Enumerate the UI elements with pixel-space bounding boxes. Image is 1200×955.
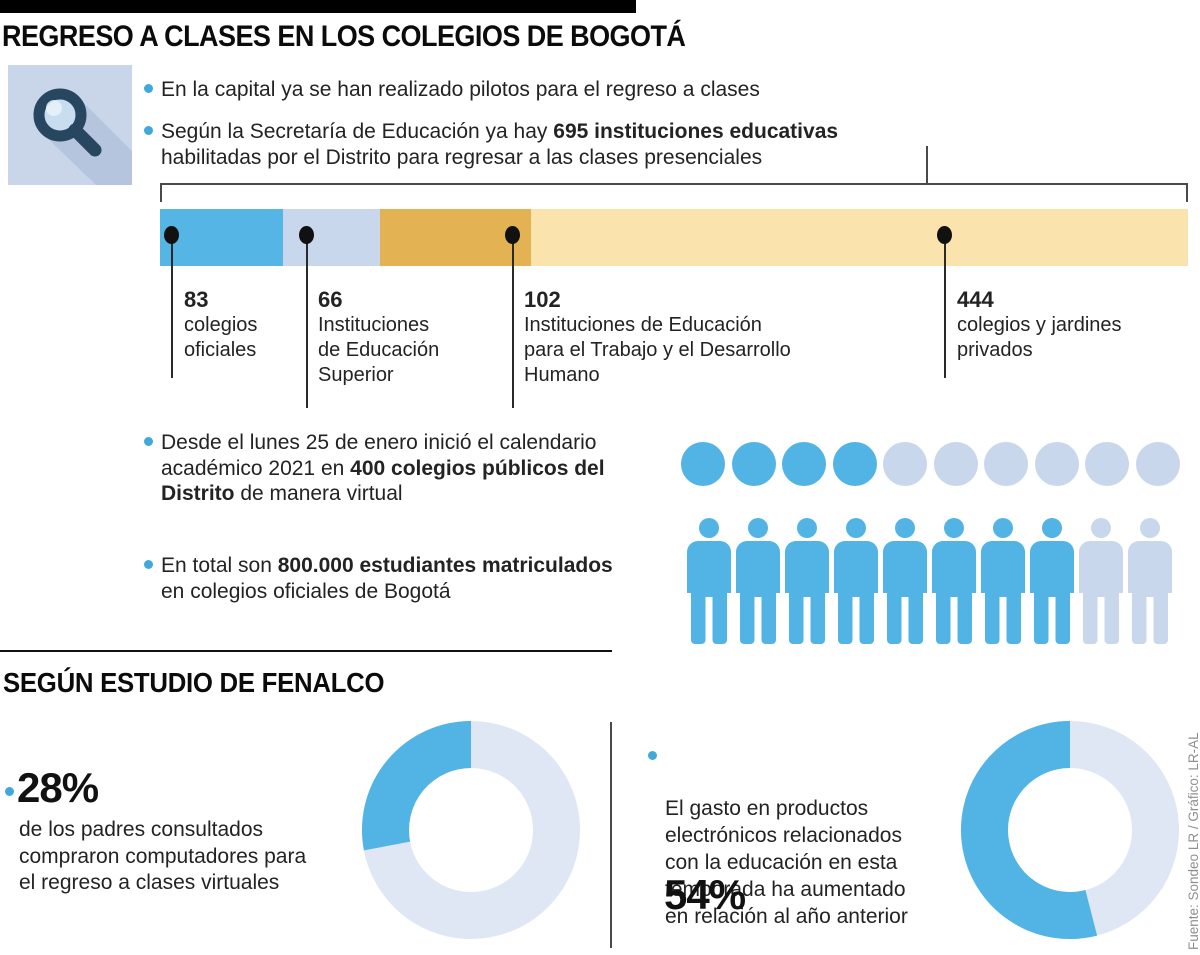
circle-unit [832,442,877,486]
donut-chart-28 [360,719,582,941]
section-divider-line [0,650,612,652]
section-heading: SEGÚN ESTUDIO DE FENALCO [3,667,385,698]
bullet-dot [144,560,153,569]
person-unit [687,518,731,644]
column-divider [610,722,612,948]
bullet-text: en colegios oficiales de Bogotá [161,579,451,603]
segment-label-trabajo: 102 Instituciones de Educación para el T… [524,287,791,388]
person-unit [883,518,927,644]
bullet-estudiantes: En total son 800.000 estudiantes matricu… [144,553,706,604]
bullet-text: habilitadas por el Distrito para regresa… [161,145,763,169]
bracket-tick-left [160,183,162,202]
bullet-text: de manera virtual [234,482,403,505]
data-point-dot [937,226,952,244]
stat-54-caption: El gasto en productos electrónicos relac… [648,741,908,930]
circle-unit [681,442,725,486]
segment-value: 102 [524,287,561,312]
bar-segment [531,209,1188,266]
circle-unit [782,442,826,486]
bullet-dot [144,84,153,93]
data-point-dot [299,226,314,244]
circle-unit [933,442,978,486]
bullet-text: académico 2021 en [161,456,351,480]
segment-label-oficiales: 83 colegios oficiales [184,287,257,363]
bullet-instituciones: Según la Secretaría de Educación ya hay … [144,119,961,170]
bullet-text-bold: 800.000 estudiantes matriculados [277,554,613,577]
bullet-calendario: Desde el lunes 25 de enero inició el cal… [144,430,691,507]
segment-value: 444 [957,287,994,312]
bullet-dot [144,126,153,135]
bullet-text: El gasto en productos electrónicos relac… [665,797,908,928]
segment-name: Instituciones de Educación para el Traba… [524,314,791,386]
bullet-text: Desde el lunes 25 de enero inició el cal… [161,431,597,454]
segment-value: 66 [318,287,343,312]
bullet-dot [5,787,14,796]
bracket-line [160,183,1188,185]
segment-label-superior: 66 Instituciones de Educación Superior [318,287,439,388]
bullet-text: académico 2021 en 400 colegios públicos … [161,456,691,482]
bullet-dot [648,751,657,760]
circle-unit [984,442,1028,486]
bullet-text: En total son [161,554,278,577]
bracket-tick-right [1186,183,1188,202]
bar-segment [160,209,283,266]
magnifier-icon [8,65,132,185]
person-unit [981,518,1025,644]
bullet-dot [144,437,153,446]
leader-line [164,226,179,378]
circle-unit [1135,442,1180,486]
data-point-dot [505,226,520,244]
person-unit [1079,518,1123,644]
leader-line [937,226,952,378]
segment-label-privados: 444 colegios y jardines privados [957,287,1122,363]
circle-unit [883,442,927,486]
segment-name: colegios oficiales [184,314,258,361]
donut-chart-54 [959,719,1181,941]
circles-row [681,442,1180,486]
bullet-text: Según la Secretaría de Educación ya hay [161,120,554,143]
circle-unit [1085,442,1129,486]
bullet-pilotos: En la capital ya se han realizado piloto… [144,77,861,103]
title-bar [0,0,636,13]
leader-line [505,226,520,408]
source-credit: Fuente: Sondeo LR / Gráfico: LR-AL [1186,732,1200,950]
bracket-stem [926,146,928,184]
person-unit [1128,518,1172,644]
stat-28-percent: 28% [17,764,99,811]
page-title: REGRESO A CLASES EN LOS COLEGIOS DE BOGO… [2,20,686,53]
bar-segment [282,209,381,266]
data-point-dot [164,226,179,244]
institutions-bar [160,209,1188,266]
segment-name: colegios y jardines privados [957,314,1122,361]
person-unit [834,518,878,644]
bullet-text-bold: Distrito [161,482,235,505]
segment-value: 83 [184,287,209,312]
bullet-text: En la capital ya se han realizado piloto… [161,78,760,101]
person-unit [1030,518,1074,644]
bullet-text-bold: 400 colegios públicos del [350,456,605,480]
bullet-text-bold: 695 instituciones educativas [553,120,839,143]
person-unit [736,518,780,644]
segment-name: Instituciones de Educación Superior [318,314,440,386]
leader-line [299,226,314,408]
person-unit [785,518,829,644]
stat-54-percent: 54% [664,871,746,918]
person-unit [932,518,976,644]
stat-28-caption: de los padres consultados compraron comp… [19,818,307,894]
persons-row [687,518,1172,645]
circle-unit [1034,442,1079,486]
bullet-text: Distrito de manera virtual [161,481,691,507]
circle-unit [731,442,776,486]
